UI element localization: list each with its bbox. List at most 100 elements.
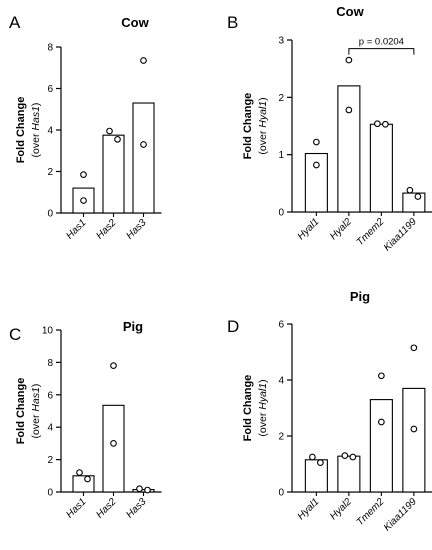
y-tick-label: 0 — [47, 209, 53, 220]
x-category-label: Has3 — [124, 496, 149, 521]
y-tick-label: 2 — [278, 93, 284, 104]
data-point — [410, 344, 418, 352]
y-axis-subtitle-prefix: (over — [30, 412, 42, 439]
y-tick-label: 6 — [278, 320, 284, 331]
data-point — [345, 56, 353, 64]
bar-hyal2 — [337, 85, 361, 213]
y-axis-title: Fold Change — [15, 97, 27, 164]
data-point — [110, 440, 117, 447]
bar-has3 — [132, 489, 155, 493]
data-point — [76, 469, 83, 476]
x-category-label: Hyal1 — [296, 496, 322, 522]
y-tick-label: 0 — [278, 208, 284, 219]
x-category-label: Has1 — [64, 217, 88, 241]
y-tick-label: 2 — [47, 455, 53, 466]
data-point — [140, 57, 147, 64]
data-point — [406, 186, 414, 194]
x-category-label: Has3 — [124, 217, 149, 242]
y-axis-subtitle-prefix: (over — [257, 128, 269, 155]
bar-has2 — [102, 134, 125, 214]
data-point — [414, 193, 422, 200]
x-category-label: Has2 — [94, 217, 119, 242]
data-point — [309, 453, 316, 461]
y-tick-label: 6 — [47, 390, 53, 401]
chart-title: Pig — [123, 319, 143, 334]
data-point — [341, 452, 349, 459]
x-category-label: Hyal2 — [328, 496, 354, 522]
y-axis-subtitle: (over Has1) — [30, 103, 42, 158]
y-axis-subtitle-suffix: ) — [30, 384, 42, 388]
y-axis-subtitle-gene: Has1 — [30, 387, 42, 412]
data-point — [140, 141, 147, 148]
data-point — [382, 120, 389, 128]
y-axis-subtitle: (over Hyal1) — [257, 97, 269, 154]
y-tick-label: 0 — [47, 488, 53, 499]
y-axis-title: Fold Change — [242, 93, 254, 160]
p-value-label: p = 0.0204 — [359, 37, 404, 48]
x-category-label: Has2 — [94, 496, 119, 521]
data-point — [374, 120, 381, 128]
data-point — [80, 171, 87, 178]
panel-letter: A — [9, 13, 21, 32]
data-point — [136, 485, 143, 493]
significance-bracket — [348, 48, 415, 55]
x-category-label: Tmem2 — [355, 496, 387, 528]
y-axis-subtitle: (over Hyal1) — [257, 379, 269, 436]
data-point — [106, 127, 113, 135]
data-point — [378, 418, 385, 426]
x-category-label: Hyal1 — [296, 216, 322, 242]
data-point — [313, 138, 320, 146]
data-point — [317, 459, 324, 466]
y-tick-label: 10 — [42, 326, 54, 337]
bar-tmem2 — [369, 399, 393, 493]
bar-has3 — [132, 102, 155, 214]
data-point — [410, 425, 418, 433]
chart-title: Cow — [121, 15, 149, 30]
y-tick-label: 4 — [47, 423, 53, 434]
y-axis-subtitle: (over Has1) — [30, 384, 42, 439]
data-point — [378, 372, 385, 380]
y-tick-label: 8 — [47, 358, 53, 369]
y-axis-subtitle-gene: Has1 — [30, 106, 42, 131]
bar-tmem2 — [369, 123, 393, 213]
bar-hyal2 — [337, 455, 361, 493]
y-axis-title: Fold Change — [15, 378, 27, 445]
data-point — [110, 362, 117, 369]
y-tick-label: 4 — [47, 126, 53, 137]
y-axis-subtitle-suffix: ) — [257, 97, 269, 101]
y-axis-subtitle-gene: Hyal1 — [257, 101, 269, 128]
x-category-label: Tmem2 — [355, 216, 387, 248]
panel-letter: D — [227, 317, 239, 336]
data-point — [144, 486, 151, 494]
x-category-label: Kiaa1199 — [382, 496, 419, 533]
x-category-label: Kiaa1199 — [382, 216, 419, 253]
x-category-label: Has1 — [64, 496, 88, 520]
chart-title: Pig — [350, 289, 370, 304]
bar-kiaa1199 — [402, 387, 426, 493]
y-axis-title: Fold Change — [242, 375, 254, 442]
panel-letter: B — [227, 13, 238, 32]
y-axis-subtitle-prefix: (over — [30, 131, 42, 158]
y-tick-label: 3 — [278, 36, 284, 47]
y-tick-label: 8 — [47, 43, 53, 54]
bar-has2 — [102, 404, 125, 493]
y-axis-subtitle-gene: Hyal1 — [257, 383, 269, 410]
x-category-label: Hyal2 — [328, 216, 354, 242]
chart-title: Cow — [336, 4, 364, 19]
y-axis-subtitle-prefix: (over — [257, 410, 269, 437]
data-point — [345, 106, 353, 114]
y-axis-subtitle-suffix: ) — [257, 379, 269, 383]
bar-hyal1 — [304, 459, 328, 493]
data-point — [114, 135, 121, 143]
data-point — [349, 453, 357, 461]
y-tick-label: 2 — [47, 167, 53, 178]
y-tick-label: 2 — [278, 432, 284, 443]
data-point — [84, 475, 91, 483]
bar-kiaa1199 — [402, 192, 426, 213]
data-point — [80, 197, 87, 204]
y-tick-label: 0 — [278, 488, 284, 499]
